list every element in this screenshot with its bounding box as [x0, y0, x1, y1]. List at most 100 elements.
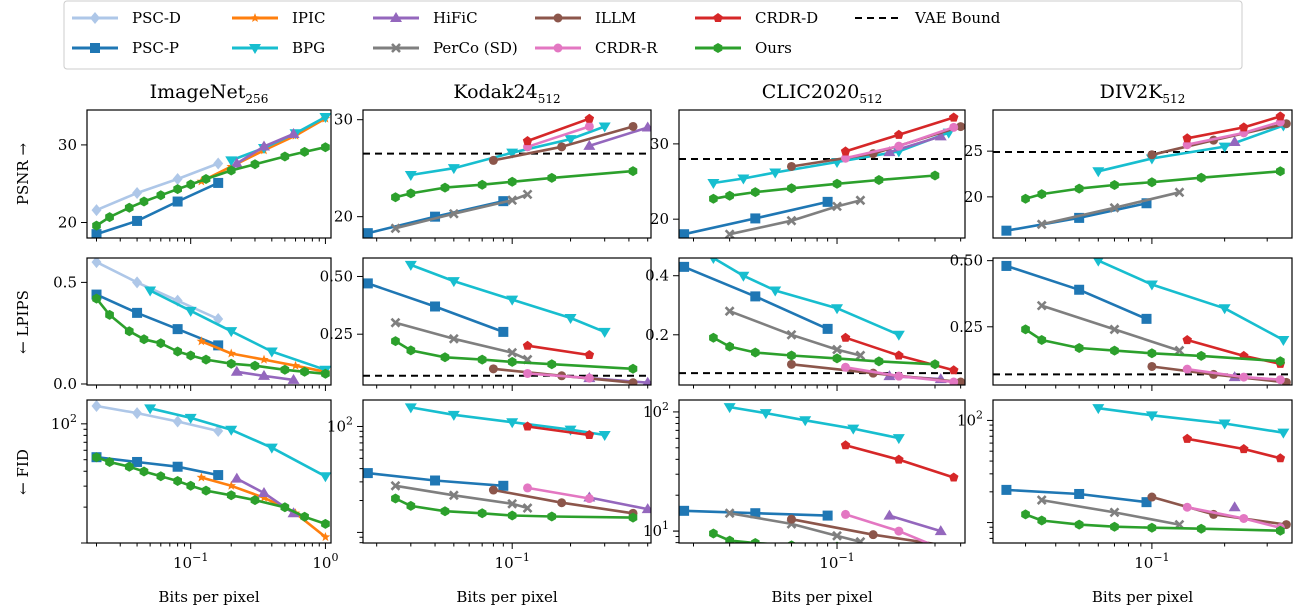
data-point — [156, 471, 166, 482]
data-point — [894, 350, 904, 360]
data-point — [557, 142, 567, 152]
data-point — [725, 190, 734, 201]
data-point — [750, 291, 761, 302]
y-tick-label: 20 — [334, 208, 353, 226]
series-crdr-r — [523, 121, 594, 152]
series-ours — [391, 493, 638, 523]
data-point — [320, 532, 331, 542]
data-point — [822, 196, 833, 207]
data-point — [1182, 335, 1192, 345]
data-point — [406, 500, 416, 511]
axes-frame — [992, 399, 1293, 544]
data-point — [583, 139, 596, 150]
y-tick-label: 102 — [327, 414, 353, 435]
data-point — [769, 168, 782, 179]
data-point — [709, 528, 718, 539]
legend-label: CRDR-D — [755, 9, 818, 27]
y-tick-label: 25 — [964, 142, 983, 160]
data-point — [404, 403, 417, 414]
data-point — [787, 350, 796, 361]
data-point — [91, 229, 102, 238]
legend-entry-psc-d: PSC-D — [72, 9, 181, 27]
data-point — [709, 332, 718, 343]
series-line — [889, 514, 942, 533]
data-point — [1147, 522, 1157, 533]
data-point — [172, 461, 183, 472]
series-crdr-d — [1182, 335, 1286, 368]
series-psc-p — [1001, 198, 1152, 236]
data-point — [723, 403, 736, 414]
data-point — [786, 514, 796, 524]
data-point — [363, 278, 373, 289]
series-line — [712, 258, 900, 336]
data-point — [841, 362, 851, 372]
data-point — [172, 415, 183, 428]
data-point — [1218, 419, 1231, 430]
data-point — [172, 196, 183, 207]
data-point — [186, 480, 195, 491]
data-point — [1182, 502, 1192, 512]
series-perco-sd — [1036, 495, 1185, 530]
data-point — [724, 306, 735, 317]
panel-title: DIV2K512 — [1100, 81, 1186, 106]
data-point — [956, 377, 965, 385]
series-perco-sd — [724, 306, 866, 361]
data-point — [840, 332, 851, 342]
y-tick-label: 0.0 — [53, 375, 77, 393]
x-axis-label: Bits per pixel — [158, 588, 259, 606]
data-point — [584, 494, 594, 504]
data-point — [737, 174, 750, 185]
data-point — [584, 350, 595, 359]
y-tick-label: 102 — [643, 400, 669, 421]
row-labels: PSNR → ← LPIPS ← FID — [14, 143, 32, 495]
data-point — [1182, 133, 1192, 143]
series-crdr-r — [1182, 117, 1285, 150]
legend-marker — [90, 43, 100, 53]
data-point — [1109, 202, 1120, 213]
data-point — [226, 480, 236, 490]
axes-frame — [86, 109, 332, 239]
data-point — [564, 425, 577, 436]
series-line — [1097, 259, 1285, 342]
data-point — [225, 425, 238, 436]
data-point — [124, 326, 134, 337]
y-tick-label: 0.5 — [53, 273, 77, 291]
series-line — [410, 406, 605, 437]
data-point — [584, 121, 594, 131]
data-point — [448, 333, 459, 344]
data-point — [547, 511, 557, 522]
data-point — [290, 360, 301, 370]
axes-frame — [678, 109, 966, 239]
data-point — [894, 129, 904, 139]
data-point — [321, 518, 330, 529]
series-ours — [709, 528, 880, 543]
series-ours — [92, 452, 330, 529]
series-crdr-r — [523, 483, 594, 504]
legend: PSC-D PSC-P IPIC BPG HiFiC PerCo (SD) ILLM CRDR… — [63, 0, 1243, 70]
data-point — [172, 324, 183, 335]
data-point — [832, 201, 842, 212]
series-bpg — [144, 404, 331, 483]
data-point — [1001, 260, 1012, 271]
data-point — [564, 314, 577, 325]
data-point — [822, 323, 833, 334]
series-line — [527, 125, 590, 149]
series-line — [1186, 437, 1281, 460]
series-line — [201, 476, 327, 539]
series-line — [1041, 191, 1180, 226]
series-line — [712, 532, 775, 543]
data-point — [257, 369, 270, 380]
data-point — [390, 223, 401, 234]
data-point — [832, 353, 842, 364]
legend-entry-ipic: IPIC — [232, 9, 325, 27]
data-point — [280, 151, 290, 162]
data-point — [1196, 172, 1206, 183]
legend-label: PerCo (SD) — [433, 39, 518, 57]
y-tick-label: 0.25 — [320, 325, 353, 343]
data-point — [934, 130, 947, 141]
data-point — [522, 340, 533, 350]
data-point — [628, 378, 638, 385]
